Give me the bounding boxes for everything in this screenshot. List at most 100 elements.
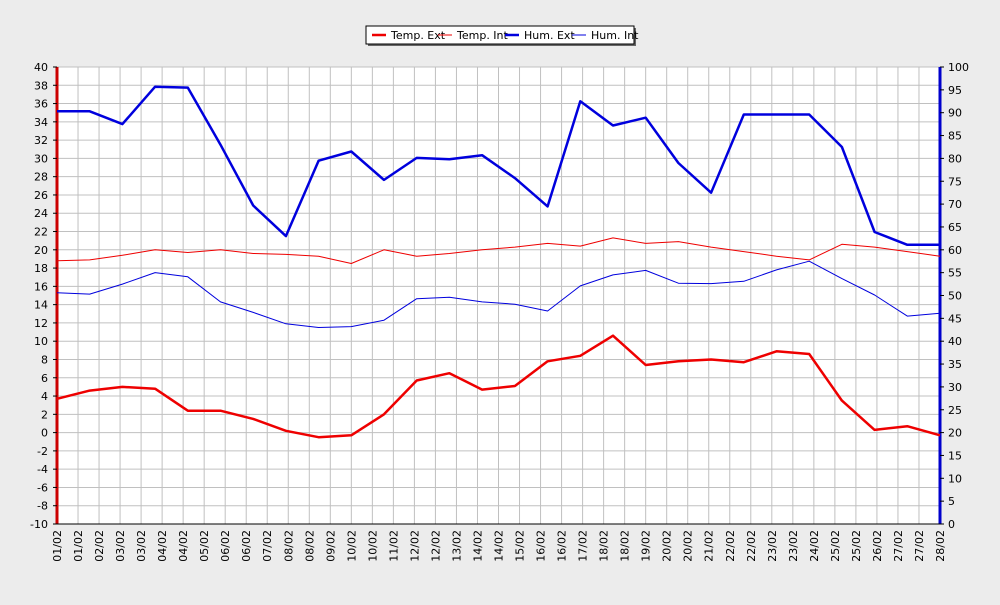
left-axis-tick-label: 20	[34, 244, 48, 257]
series-line-hum-int	[56, 260, 941, 328]
x-axis-tick-label: 26/02	[871, 530, 884, 562]
left-axis-tick-label: 2	[41, 408, 48, 421]
x-axis-tick-label: 12/02	[408, 530, 421, 562]
x-axis-tick-label: 07/02	[261, 530, 274, 562]
left-axis-tick-label: 28	[34, 171, 48, 184]
left-axis-tick-label: 8	[41, 353, 48, 366]
x-axis-tick-label: 22/02	[724, 530, 737, 562]
legend-entry-label: Temp. Int	[456, 29, 509, 42]
x-axis-tick-label: 03/02	[114, 530, 127, 562]
right-axis-tick-label: 25	[948, 404, 962, 417]
right-axis-tick-label: 90	[948, 107, 962, 120]
x-axis-tick-label: 01/02	[72, 530, 85, 562]
left-axis-tick-label: 10	[34, 335, 48, 348]
right-axis-tick-label: 35	[948, 358, 962, 371]
x-axis-tick-label: 16/02	[556, 530, 569, 562]
left-axis: -10-8-6-4-202468101214161820222426283032…	[30, 61, 59, 531]
x-axis-tick-label: 12/02	[429, 530, 442, 562]
legend-entry-label: Hum. Int	[591, 29, 639, 42]
x-axis-tick-label: 23/02	[787, 530, 800, 562]
right-axis-tick-label: 60	[948, 244, 962, 257]
right-axis-tick-label: 45	[948, 312, 962, 325]
right-axis-tick-label: 30	[948, 381, 962, 394]
x-axis-tick-label: 08/02	[282, 530, 295, 562]
left-axis-tick-label: 14	[34, 299, 48, 312]
left-axis-tick-label: 18	[34, 262, 48, 275]
left-axis-tick-label: 16	[34, 280, 48, 293]
left-axis-tick-label: 40	[34, 61, 48, 74]
x-axis-tick-label: 14/02	[471, 530, 484, 562]
legend-entry-label: Temp. Ext	[390, 29, 446, 42]
left-axis-tick-label: -6	[37, 481, 48, 494]
right-axis-tick-label: 55	[948, 267, 962, 280]
x-axis-tick-label: 10/02	[345, 530, 358, 562]
right-axis-tick-label: 65	[948, 221, 962, 234]
x-axis-tick-label: 20/02	[682, 530, 695, 562]
series-line-hum-ext	[57, 85, 940, 247]
right-axis-tick-label: 75	[948, 175, 962, 188]
x-axis-tick-label: 25/02	[850, 530, 863, 562]
right-axis-tick-label: 15	[948, 449, 962, 462]
left-axis-tick-label: 24	[34, 207, 48, 220]
x-axis-tick-label: 27/02	[892, 530, 905, 562]
left-axis-tick-label: 6	[41, 372, 48, 385]
x-axis-tick-label: 18/02	[619, 530, 632, 562]
right-axis-tick-label: 85	[948, 130, 962, 143]
right-axis-tick-label: 95	[948, 84, 962, 97]
x-axis-tick-label: 18/02	[598, 530, 611, 562]
x-axis-tick-label: 04/02	[156, 530, 169, 562]
x-axis-tick-label: 06/02	[219, 530, 232, 562]
x-axis-tick-label: 09/02	[324, 530, 337, 562]
left-axis-tick-label: 34	[34, 116, 48, 129]
right-axis-tick-label: 0	[948, 518, 955, 531]
legend-box	[365, 25, 635, 45]
x-axis-tick-label: 11/02	[387, 530, 400, 562]
left-axis-tick-label: 4	[41, 390, 48, 403]
left-axis-tick-label: 0	[41, 427, 48, 440]
series-line-temp-ext	[56, 334, 941, 439]
left-axis-tick-label: -8	[37, 500, 48, 513]
x-axis-tick-label: 25/02	[829, 530, 842, 562]
x-axis-tick-label: 01/02	[51, 530, 64, 562]
x-axis-tick-label: 15/02	[514, 530, 527, 562]
x-axis-tick-label: 10/02	[366, 530, 379, 562]
left-axis-tick-label: 30	[34, 152, 48, 165]
legend-entry-label: Hum. Ext	[524, 29, 575, 42]
x-axis: 01/02 01/02 02/02 03/02 03/02 04/02 04/02 05/02…	[51, 523, 947, 562]
x-axis-tick-label: 06/02	[240, 530, 253, 562]
x-axis-tick-label: 04/02	[177, 530, 190, 562]
left-axis-tick-label: 32	[34, 134, 48, 147]
right-axis-tick-label: 40	[948, 335, 962, 348]
x-axis-tick-label: 22/02	[745, 530, 758, 562]
right-axis-tick-label: 5	[948, 495, 955, 508]
x-axis-tick-label: 14/02	[493, 530, 506, 562]
left-axis-tick-label: 12	[34, 317, 48, 330]
right-axis-tick-label: 70	[948, 198, 962, 211]
left-axis-tick-label: 26	[34, 189, 48, 202]
right-axis-tick-label: 50	[948, 290, 962, 303]
left-axis-tick-label: 36	[34, 98, 48, 111]
x-axis-tick-label: 05/02	[198, 530, 211, 562]
x-axis-tick-label: 23/02	[766, 530, 779, 562]
x-axis-tick-label: 13/02	[450, 530, 463, 562]
x-axis-tick-label: 02/02	[93, 530, 106, 562]
x-axis-tick-label: 03/02	[135, 530, 148, 562]
legend: Temp. Ext Temp. Int Hum. Ext Hum. Int	[365, 25, 639, 46]
left-axis-tick-label: -10	[30, 518, 48, 531]
series-lines	[56, 85, 941, 439]
series-line-temp-int	[56, 237, 941, 264]
x-axis-tick-label: 27/02	[913, 530, 926, 562]
right-axis: 0 5 10 15 20 25 30 35 40 45 50 55 60 65 70 75 80 85 90 95 10…	[938, 61, 969, 531]
grid	[56, 66, 941, 525]
x-axis-tick-label: 16/02	[535, 530, 548, 562]
x-axis-tick-label: 17/02	[577, 530, 590, 562]
left-axis-tick-label: -4	[37, 463, 48, 476]
right-axis-tick-label: 20	[948, 427, 962, 440]
x-axis-tick-label: 19/02	[640, 530, 653, 562]
x-axis-tick-label: 21/02	[703, 530, 716, 562]
left-axis-tick-label: 22	[34, 226, 48, 239]
x-axis-tick-label: 28/02	[934, 530, 947, 562]
x-axis-tick-label: 08/02	[303, 530, 316, 562]
